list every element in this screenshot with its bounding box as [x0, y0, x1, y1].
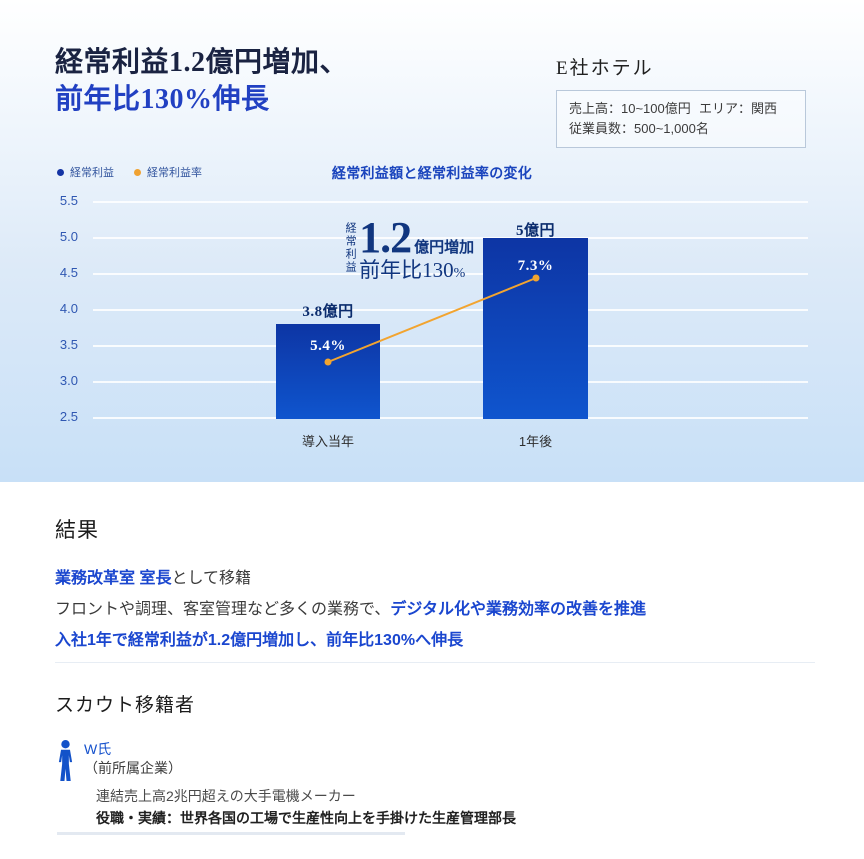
annotation-sub-unit: % — [453, 266, 466, 281]
company-profile-row: 従業員数：500~1,000名 — [569, 119, 793, 139]
rate-line-chart — [324, 274, 540, 366]
y-axis-tick: 5.0 — [59, 229, 78, 244]
y-axis-tick: 4.0 — [59, 301, 78, 316]
rate-point-year1 — [532, 274, 540, 282]
y-axis-tick: 5.5 — [59, 193, 78, 208]
annotation-sub-text: 前年比130 — [359, 258, 454, 282]
result-heading: 結果 — [55, 518, 99, 542]
section-divider — [55, 662, 815, 663]
result-line-1: 業務改革室 室長として移籍 — [55, 570, 251, 587]
rate-point-year0 — [324, 358, 332, 366]
rate-value-label: 5.4% — [310, 338, 346, 354]
page-title-line1: 経常利益1.2億円増加、 — [55, 47, 349, 78]
y-axis-tick: 2.5 — [59, 409, 78, 424]
y-axis-tick: 3.5 — [59, 337, 78, 352]
hero-section: 経常利益1.2億円増加、 前年比130%伸長 E社ホテル 売上高：10~100億… — [0, 0, 864, 482]
person-company-desc: 連結売上高2兆円超えの大手電機メーカー — [96, 788, 356, 804]
bottom-divider — [57, 832, 405, 835]
x-axis-label-year0: 導入当年 — [301, 434, 354, 449]
page-title-line2: 前年比130%伸長 — [55, 84, 270, 115]
annotation-side-label: 経常利益 — [344, 222, 357, 274]
annotation-big-suffix: 億円増加 — [414, 239, 475, 256]
x-axis-label-year1: 1年後 — [518, 434, 553, 449]
gridline — [93, 345, 808, 347]
gridline — [93, 417, 808, 419]
result-line-2: フロントや調理、客室管理など多くの業務で、デジタル化や業務効率の改善を推進 — [55, 601, 647, 618]
bar-chart: 5.5 5.0 4.5 4.0 3.5 3.0 2.5 3.8億円 5億円 5.… — [0, 190, 864, 460]
legend-item-profit: 経常利益 — [57, 164, 114, 180]
person-details: 連結売上高2兆円超えの大手電機メーカー 役職・実績：世界各国の工場で生産性向上を… — [96, 785, 809, 829]
page-title: 経常利益1.2億円増加、 前年比130%伸長 — [55, 44, 348, 118]
company-name: E社ホテル — [556, 58, 654, 79]
bar-value-label: 5億円 — [515, 223, 555, 239]
y-axis-tick: 4.5 — [59, 265, 78, 280]
annotation-big-value: 1.2 — [359, 213, 412, 262]
content-section: 結果 業務改革室 室長として移籍 フロントや調理、客室管理など多くの業務で、デジ… — [0, 482, 864, 835]
person-name: W氏 — [84, 741, 112, 757]
result-line-3: 入社1年で経常利益が1.2億円増加し、前年比130%へ伸長 — [55, 632, 464, 649]
gridline — [93, 201, 808, 203]
bar-year1 — [483, 238, 588, 419]
company-employees: 従業員数：500~1,000名 — [569, 121, 709, 136]
person-affiliation: （前所属企業） — [84, 760, 182, 776]
company-area: エリア：関西 — [698, 101, 777, 116]
result-text: 業務改革室 室長として移籍 フロントや調理、客室管理など多くの業務で、デジタル化… — [55, 563, 809, 656]
bar-value-label: 3.8億円 — [302, 304, 354, 320]
person-icon — [55, 740, 76, 781]
rate-value-label: 7.3% — [517, 258, 554, 274]
legend-item-profit-rate: 経常利益率 — [134, 164, 202, 180]
gridline — [93, 237, 808, 239]
scout-person: W氏 （前所属企業） — [55, 740, 809, 781]
increase-annotation: 経常利益 1.2 億円増加 前年比130% — [344, 213, 475, 282]
legend-label: 経常利益 — [70, 167, 114, 179]
gridline — [93, 381, 808, 383]
gridline — [93, 309, 808, 311]
chart-legend: 経常利益 経常利益率 — [57, 164, 202, 180]
profit-dot-icon — [57, 168, 64, 176]
company-revenue: 売上高：10~100億円 — [569, 101, 691, 116]
person-role-desc: 役職・実績：世界各国の工場で生産性向上を手掛けた生産管理部長 — [96, 810, 516, 826]
profit-rate-dot-icon — [134, 168, 141, 176]
company-profile-box: 売上高：10~100億円 エリア：関西 従業員数：500~1,000名 — [556, 90, 806, 148]
chart-title: 経常利益額と経常利益率の変化 — [331, 165, 533, 181]
y-axis-tick: 3.0 — [59, 373, 78, 388]
person-id: W氏 （前所属企業） — [84, 740, 182, 781]
gridline — [93, 273, 808, 275]
bar-year0 — [276, 324, 380, 419]
scout-heading: スカウト移籍者 — [55, 695, 196, 716]
company-profile-row: 売上高：10~100億円 エリア：関西 — [569, 99, 793, 119]
company-info: E社ホテル 売上高：10~100億円 エリア：関西 従業員数：500~1,000… — [556, 53, 806, 148]
annotation-main: 1.2 億円増加 前年比130% — [359, 213, 475, 282]
legend-label: 経常利益率 — [147, 167, 202, 179]
